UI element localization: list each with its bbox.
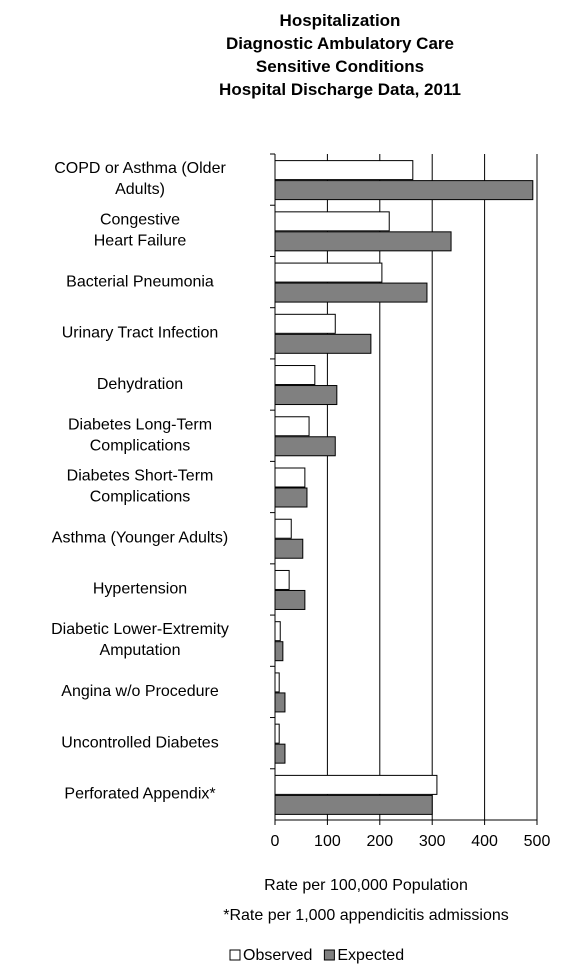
bar [274,672,280,693]
y-tick-label: Urinary Tract Infection [62,325,219,342]
y-tick-label: Uncontrolled Diabetes [61,734,218,751]
bar [274,282,428,303]
y-tick-label: Asthma (Younger Adults) [52,529,228,546]
bar [274,641,284,662]
x-tick-label: 100 [314,833,341,850]
bar [274,262,383,283]
bar [274,487,308,508]
bar [274,589,306,610]
bar [274,538,304,559]
x-tick-label: 400 [471,833,498,850]
y-tick-label: Hypertension [93,581,187,598]
bar [274,211,390,232]
bar [274,313,336,334]
annotation: *Rate per 1,000 appendicitis admissions [223,907,509,924]
bar [274,160,414,181]
y-tick-label: Angina w/o Procedure [61,683,219,700]
bar [274,794,433,815]
y-tick-label: Bacterial Pneumonia [66,273,214,290]
bar [274,569,290,590]
x-axis-title: Rate per 100,000 Population [264,877,468,894]
legend-swatch [323,949,335,961]
bar [274,436,336,457]
y-tick-label: Congestive Heart Failure [94,212,187,250]
chart-title: Hospitalization Diagnostic Ambulatory Car… [219,11,461,99]
legend-label: Expected [337,947,404,964]
bar [274,743,286,764]
bar [274,774,438,795]
y-tick-label: Diabetes Long-Term Complications [68,416,212,454]
y-tick-label: Perforated Appendix* [64,786,215,803]
y-tick-label: COPD or Asthma (Older Adults) [54,160,226,198]
bar [274,365,316,386]
y-tick-label: Diabetic Lower-Extremity Amputation [51,621,229,659]
bar [274,333,372,354]
y-tick-label: Diabetes Short-Term Complications [67,468,214,506]
x-tick-label: 500 [524,833,551,850]
bar [274,723,280,744]
bar [274,231,452,252]
bar [274,467,306,488]
legend-swatch [229,949,241,961]
x-tick-label: 200 [366,833,393,850]
bar [274,518,292,539]
x-tick-label: 0 [271,833,280,850]
bar [274,180,534,201]
y-tick-label: Dehydration [97,376,183,393]
bar [274,621,281,642]
legend-label: Observed [243,947,312,964]
bar [274,385,338,406]
x-tick-label: 300 [419,833,446,850]
bar [274,416,310,437]
bar [274,692,286,713]
